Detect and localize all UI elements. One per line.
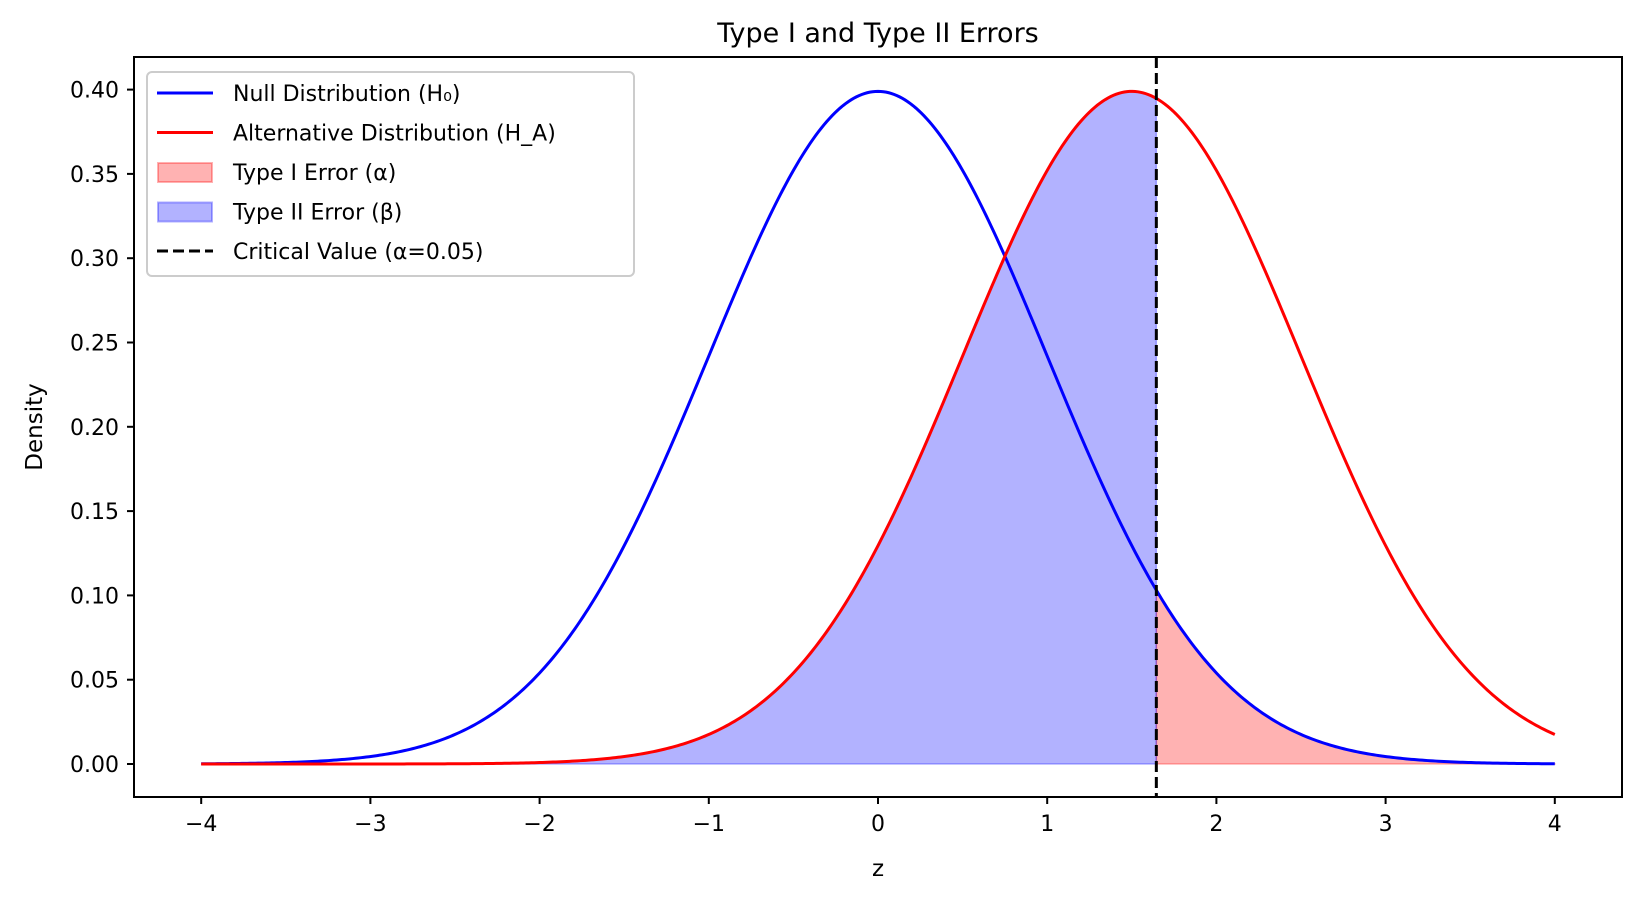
x-tick-label: −4 [185,812,217,837]
null-distribution-curve [201,89,1555,766]
legend: Null Distribution (H₀) Alternative Distri… [146,71,635,277]
x-axis-label: z [872,856,884,882]
y-tick-label: 0.35 [70,163,119,188]
y-tick-label: 0.40 [70,79,119,104]
legend-patch-swatch [157,162,213,183]
legend-label: Null Distribution (H₀) [233,82,461,107]
y-axis-ticks: 0.00 0.05 0.10 0.15 0.20 0.25 0.30 0.35 0.40 [70,79,134,778]
legend-label: Critical Value (α=0.05) [233,240,483,265]
x-tick-label: 2 [1209,812,1223,837]
y-tick-label: 0.15 [70,500,119,525]
x-tick-label: 1 [1040,812,1054,837]
x-tick-label: −1 [693,812,725,837]
y-tick-label: 0.20 [70,416,119,441]
legend-label: Type II Error (β) [232,201,402,226]
chart-title: Type I and Type II Errors [716,18,1039,49]
y-tick-label: 0.05 [70,669,119,694]
legend-item: Critical Value (α=0.05) [157,240,483,265]
y-tick-label: 0.10 [70,584,119,609]
legend-frame [146,71,635,277]
x-tick-label: −3 [354,812,386,837]
legend-item: Null Distribution (H₀) [157,82,461,107]
x-tick-label: 4 [1548,812,1562,837]
legend-patch-swatch [157,201,213,223]
distribution-curves [201,89,1556,766]
legend-item: Alternative Distribution (H_A) [157,122,556,147]
legend-label: Alternative Distribution (H_A) [233,122,556,147]
x-axis-ticks: −4 −3 −2 −1 0 1 2 3 4 [185,797,1562,837]
y-tick-label: 0.00 [70,753,119,778]
y-axis-label: Density [22,383,48,470]
legend-item: Type I Error (α) [157,161,396,186]
y-tick-label: 0.30 [70,247,119,272]
legend-label: Type I Error (α) [232,161,396,186]
x-tick-label: −2 [523,812,555,837]
x-tick-label: 0 [871,812,885,837]
type-i-error-fill [1155,587,1556,765]
y-tick-label: 0.25 [70,332,119,357]
legend-item: Type II Error (β) [157,201,402,226]
alternative-distribution-curve [201,89,1556,766]
x-tick-label: 3 [1379,812,1393,837]
plot-area [201,57,1556,797]
